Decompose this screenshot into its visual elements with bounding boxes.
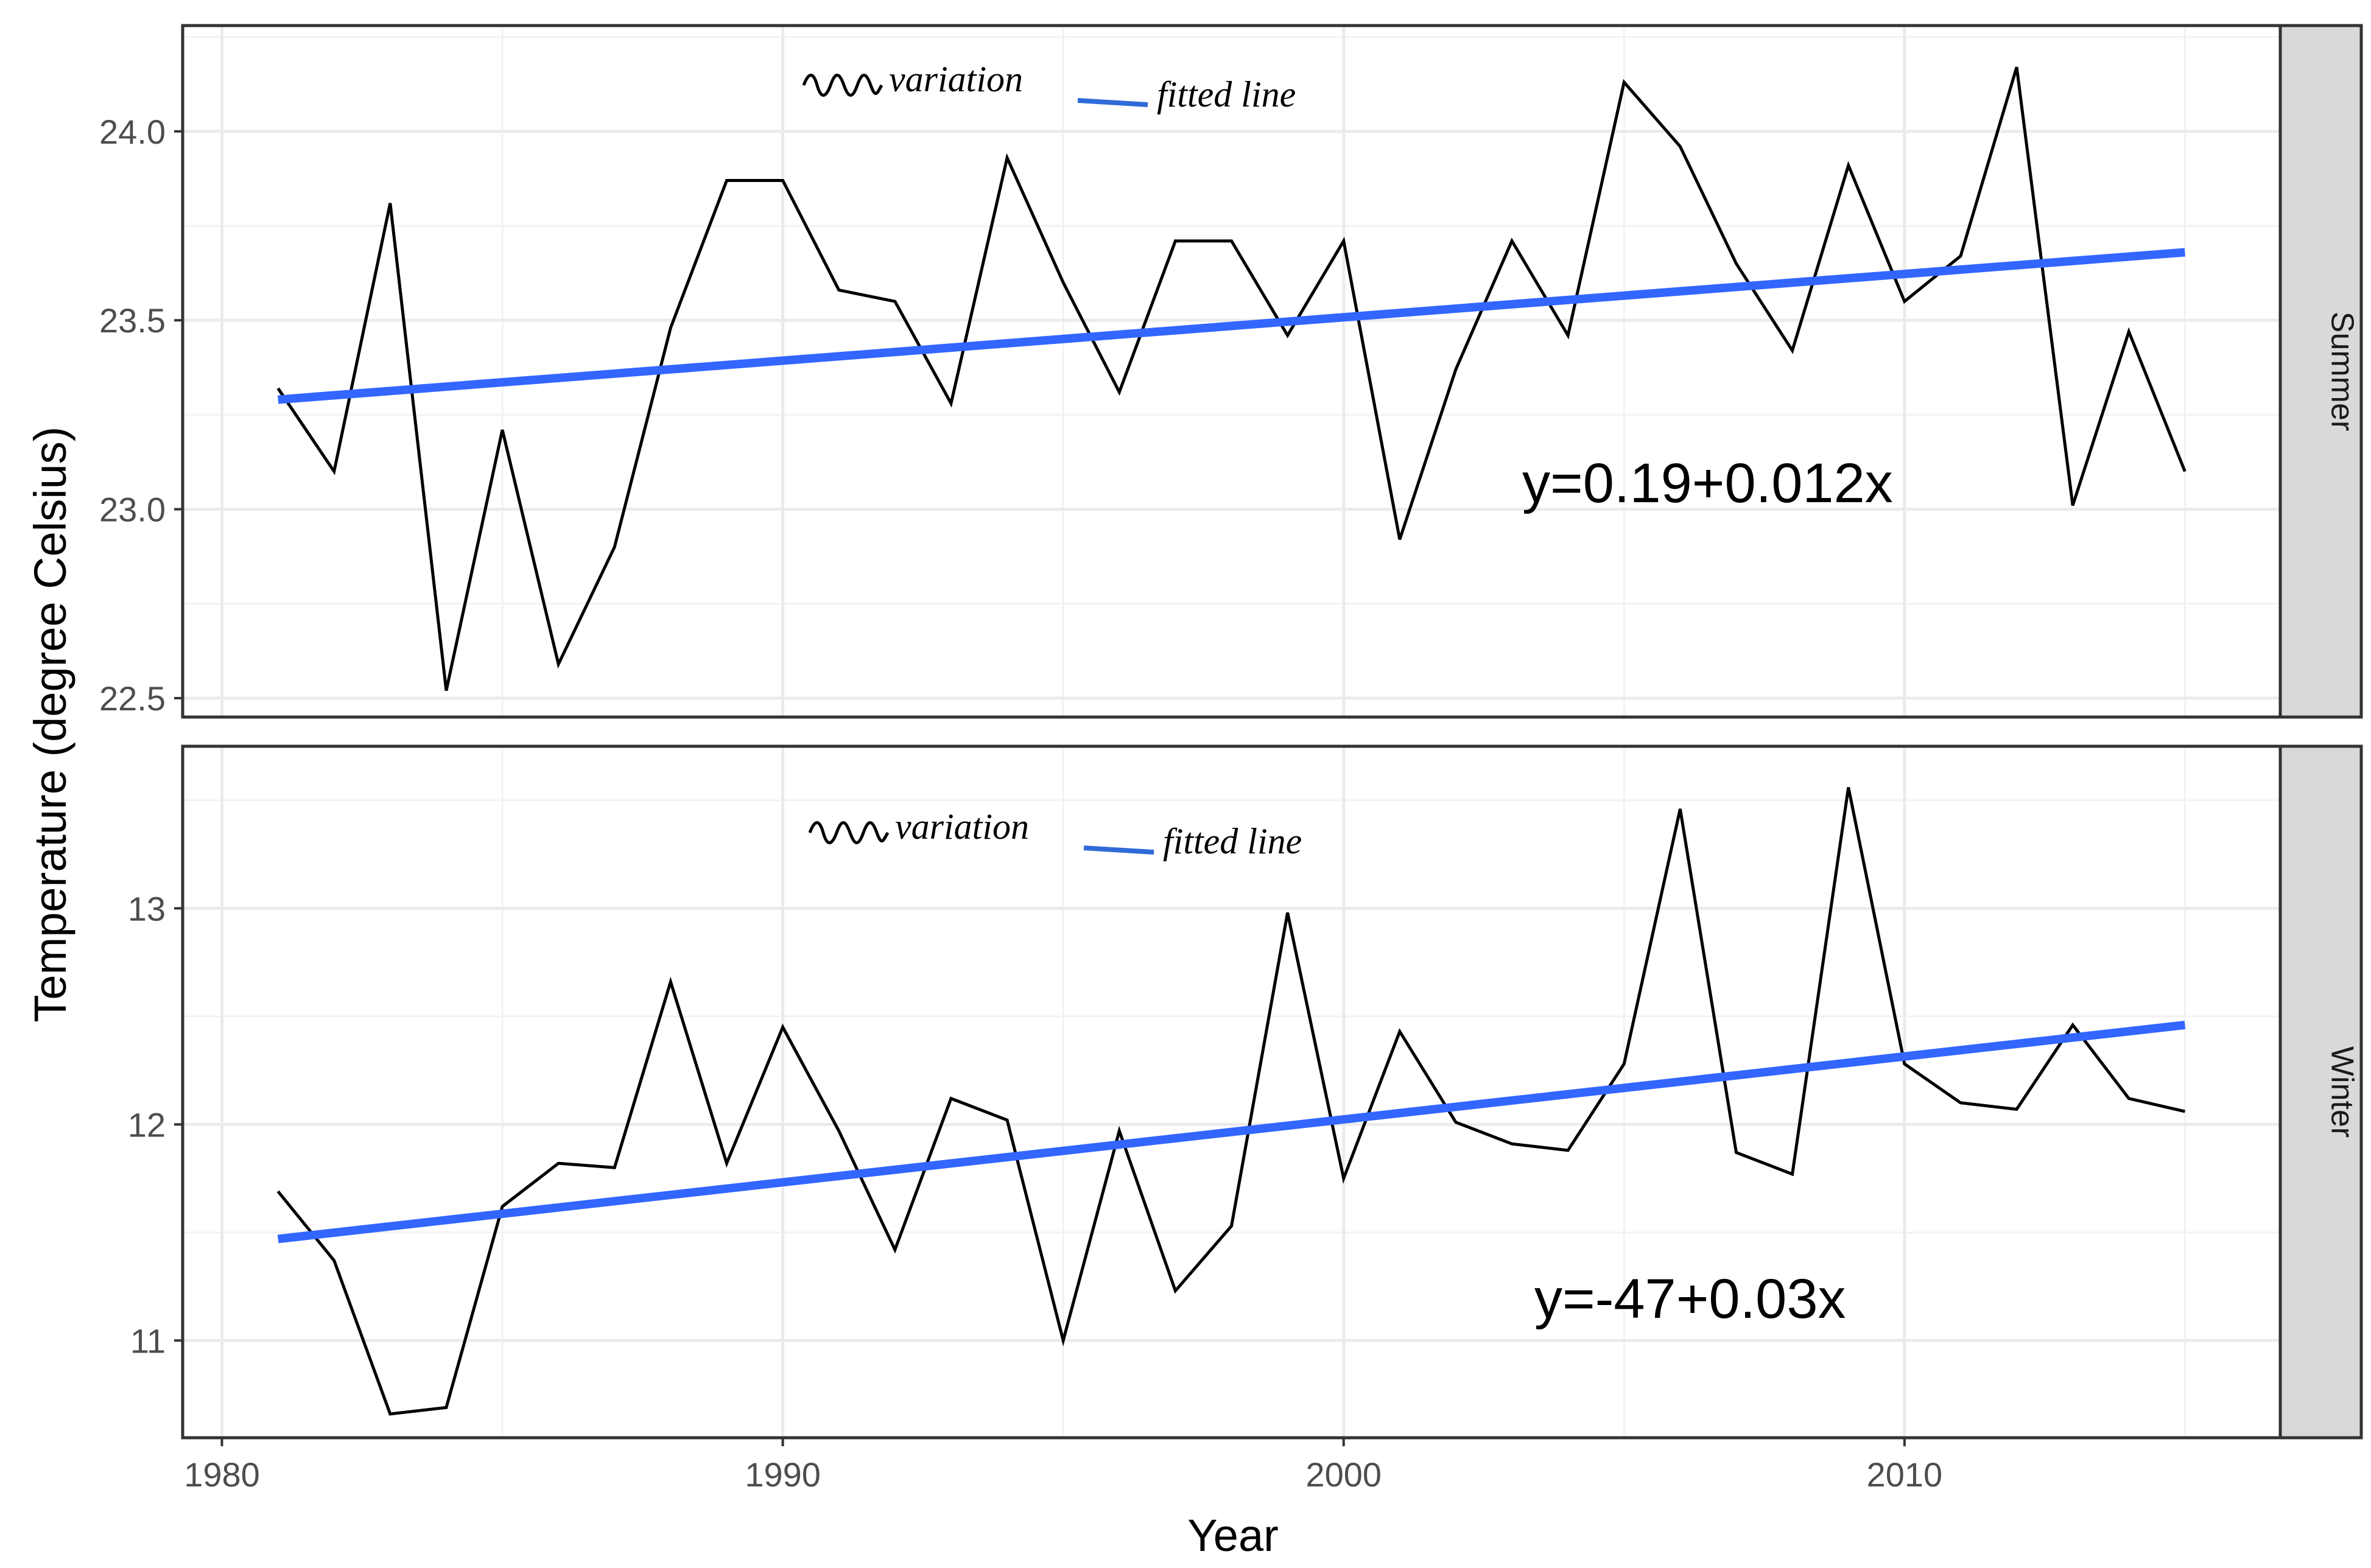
equation-annotation: y=-47+0.03x [1534,1268,1846,1330]
facet-strip-label: Winter [2325,1046,2360,1138]
x-tick-label: 1990 [745,1455,821,1494]
y-tick-label: 13 [128,889,166,928]
fitted-line-legend-icon [1077,98,1148,107]
fitted-line [277,1020,2186,1244]
panel-background [183,26,2280,717]
y-tick-label: 22.5 [99,679,166,718]
gridlines [183,746,2280,1438]
x-axis: 1980 1990 2000 2010 [184,1438,1942,1494]
x-axis-title: Year [1187,1510,1279,1561]
legend: variation fitted line [802,59,1296,114]
variation-legend-icon [808,821,890,844]
variation-legend-icon [802,74,883,97]
variation-line [276,786,2185,1416]
fitted-line-legend-label: fitted line [1163,821,1302,861]
fitted-line-legend-label: fitted line [1157,74,1296,114]
panel-background [183,746,2280,1438]
variation-line [276,66,2187,691]
fitted-line [278,248,2185,404]
fitted-line-legend-icon [1083,845,1154,855]
equation-annotation: y=0.19+0.012x [1522,452,1893,514]
chart-panels: 22.5 23.0 23.5 24.0 variation fitted line y=0.… [99,24,2363,1440]
panel-winter: 11 12 13 variation fitted line y=-47+0.03x Win… [128,744,2363,1440]
y-tick-label: 11 [130,1321,166,1360]
facet-strip-label: Summer [2325,312,2360,431]
facet-strip [2278,24,2363,719]
y-tick-label: 24.0 [99,113,166,151]
y-axis-title: Temperature (degree Celsius) [25,427,76,1023]
x-tick-label: 1980 [184,1455,260,1494]
variation-legend-label: variation [895,807,1029,847]
y-tick-label: 12 [128,1105,166,1144]
y-tick-label: 23.5 [99,301,166,340]
x-tick-label: 2000 [1305,1455,1382,1494]
x-tick-label: 2010 [1867,1455,1943,1494]
legend: variation fitted line [808,807,1302,861]
panel-summer: 22.5 23.0 23.5 24.0 variation fitted line y=0.… [99,24,2363,719]
gridlines [183,26,2280,717]
facet-strip [2278,744,2363,1440]
y-tick-label: 23.0 [99,491,166,529]
variation-legend-label: variation [889,59,1023,99]
